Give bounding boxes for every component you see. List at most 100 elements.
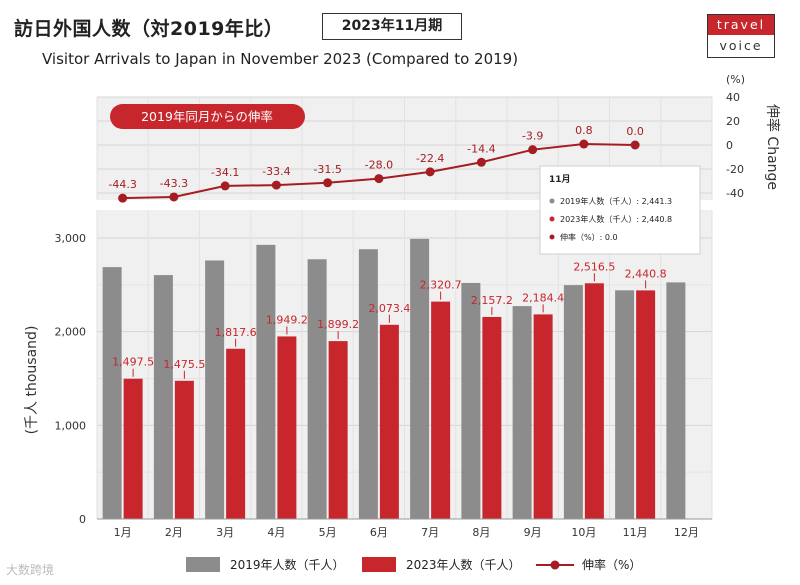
- bar-2023-data-label: 1,899.2: [317, 318, 359, 331]
- change-point: [271, 180, 281, 190]
- right-axis-unit: (%): [726, 73, 745, 86]
- tooltip-title: 11月: [549, 174, 571, 185]
- change-point: [220, 181, 230, 191]
- chart-subtitle: Visitor Arrivals to Japan in November 20…: [42, 50, 519, 68]
- tooltip-row: 2023年人数（千人）: 2,440.8: [560, 214, 672, 224]
- tooltip-marker: [549, 216, 555, 222]
- bar-2023-data-label: 1,817.6: [215, 326, 257, 339]
- change-point: [630, 140, 640, 150]
- line-title-text: 2019年同月からの伸率: [141, 109, 273, 124]
- change-data-label: -14.4: [467, 142, 495, 155]
- bar-2023: [328, 341, 348, 519]
- change-data-label: -44.3: [108, 178, 136, 191]
- left-axis-tick-label: 3,000: [55, 232, 87, 245]
- x-axis-tick-label: 9月: [524, 526, 542, 539]
- change-data-label: -3.9: [522, 130, 543, 143]
- right-axis-tick-label: 0: [726, 139, 733, 152]
- bar-2019: [666, 282, 686, 519]
- change-data-label: -33.4: [262, 165, 290, 178]
- bar-2019: [461, 282, 481, 519]
- bar-2023: [533, 314, 553, 519]
- bar-2023: [482, 316, 502, 519]
- bar-2023: [226, 348, 246, 519]
- brand-line-1: travel: [708, 15, 774, 35]
- brand-logo: travel voice: [707, 14, 775, 58]
- right-axis-tick-label: -20: [726, 163, 744, 176]
- bar-2023-data-label: 1,949.2: [266, 313, 308, 326]
- change-data-label: -28.0: [365, 159, 393, 172]
- bar-2019: [410, 238, 430, 519]
- change-point: [118, 193, 128, 203]
- legend-swatch-2019: [186, 557, 220, 572]
- bar-2023: [379, 324, 399, 519]
- bar-2023-data-label: 2,320.7: [420, 279, 462, 292]
- brand-line-2: voice: [719, 38, 763, 53]
- change-point: [374, 174, 384, 184]
- left-axis-tick-label: 0: [79, 513, 86, 526]
- tooltip-row: 2019年人数（千人）: 2,441.3: [560, 196, 672, 206]
- tooltip-marker: [549, 234, 555, 240]
- x-axis-tick-label: 5月: [319, 526, 337, 539]
- right-axis-tick-label: 40: [726, 91, 740, 104]
- bar-2019: [153, 275, 173, 519]
- x-axis-tick-label: 7月: [421, 526, 439, 539]
- tooltip-row: 伸率（%）: 0.0: [560, 232, 618, 242]
- bar-2023-data-label: 2,073.4: [368, 302, 410, 315]
- bar-2023: [174, 380, 194, 519]
- legend-label-2019: 2019年人数（千人）: [230, 557, 345, 572]
- legend-marker-change: [550, 560, 560, 570]
- watermark: 大数跨境: [6, 563, 55, 577]
- legend-swatch-2023: [362, 557, 396, 572]
- bar-2023-data-label: 1,475.5: [163, 358, 205, 371]
- right-axis-title: 伸率 Change: [764, 104, 781, 190]
- bar-2023: [123, 378, 143, 519]
- x-axis-tick-label: 1月: [114, 526, 132, 539]
- change-point: [425, 167, 435, 177]
- bar-2023: [277, 336, 297, 519]
- bar-2019: [307, 259, 327, 519]
- tooltip-box: [539, 165, 701, 255]
- bar-2023-data-label: 2,157.2: [471, 294, 513, 307]
- x-axis-tick-label: 10月: [571, 526, 596, 539]
- left-axis-title: (千人 thousand): [24, 326, 40, 435]
- tooltip-marker: [549, 198, 555, 204]
- x-axis-tick-label: 12月: [674, 526, 699, 539]
- change-data-label: -34.1: [211, 166, 239, 179]
- legend-label-change: 伸率（%）: [582, 557, 641, 572]
- x-axis-tick-label: 6月: [370, 526, 388, 539]
- change-data-label: -22.4: [416, 152, 444, 165]
- change-point: [476, 157, 486, 167]
- change-point: [528, 145, 538, 155]
- left-axis-tick-label: 1,000: [55, 419, 87, 432]
- bar-2019: [615, 290, 635, 519]
- change-data-label: -31.5: [313, 163, 341, 176]
- legend-label-2023: 2023年人数（千人）: [406, 557, 521, 572]
- change-point: [323, 178, 333, 188]
- period-badge: 2023年11月期: [322, 13, 462, 40]
- right-axis-tick-label: -40: [726, 187, 744, 200]
- x-axis-tick-label: 4月: [267, 526, 285, 539]
- bar-2019: [102, 267, 122, 519]
- bar-2019: [512, 306, 532, 519]
- bar-2023-data-label: 2,516.5: [573, 260, 615, 273]
- change-point: [169, 192, 179, 202]
- change-data-label: 0.0: [626, 125, 644, 138]
- bar-2023: [584, 283, 604, 519]
- bar-2019: [256, 244, 276, 520]
- bar-2019: [358, 249, 378, 520]
- left-axis-tick-label: 2,000: [55, 326, 87, 339]
- x-axis-tick-label: 2月: [165, 526, 183, 539]
- line-title-pill: [110, 104, 305, 129]
- change-data-label: -43.3: [160, 177, 188, 190]
- right-axis-tick-label: 20: [726, 115, 740, 128]
- x-axis-tick-label: 11月: [623, 526, 648, 539]
- change-data-label: 0.8: [575, 124, 593, 137]
- x-axis-tick-label: 8月: [472, 526, 490, 539]
- bar-2023-data-label: 2,440.8: [625, 267, 667, 280]
- bar-2023: [431, 301, 451, 519]
- bar-2023: [636, 290, 656, 519]
- bar-2023-data-label: 1,497.5: [112, 356, 154, 369]
- bar-2019: [563, 285, 583, 519]
- bar-2023-data-label: 2,184.4: [522, 291, 564, 304]
